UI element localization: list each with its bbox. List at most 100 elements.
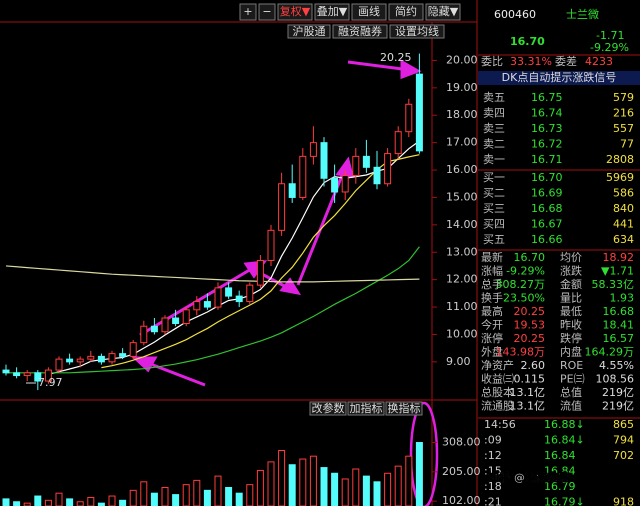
indicator-button[interactable] <box>309 401 347 416</box>
volume-bar <box>405 455 413 506</box>
indicator-label[interactable]: 换指标 <box>388 401 421 415</box>
stat-cell: 16.70 <box>514 251 546 264</box>
stat-cell: 219亿 <box>602 400 634 413</box>
book-volume: 77 <box>620 138 634 151</box>
indicator-button[interactable] <box>385 401 423 416</box>
volume-bar <box>309 455 317 506</box>
stat-cell: 换手 <box>481 291 503 305</box>
toolbar-label[interactable]: 叠加▼ <box>317 5 348 18</box>
high-label: 20.25 <box>380 51 412 64</box>
book-level: 卖五 <box>483 91 505 104</box>
sub-button-label[interactable]: 融资融券 <box>338 24 382 38</box>
y-tick-label: 10.00 <box>446 327 478 340</box>
candle-body <box>415 73 423 152</box>
volume-bar <box>246 484 254 506</box>
toolbar-button[interactable] <box>388 3 424 21</box>
stat-cell: 219亿 <box>602 386 634 399</box>
trade-volume: 865 <box>613 418 634 431</box>
sub-button[interactable] <box>389 24 445 39</box>
candle-body <box>76 358 84 363</box>
toolbar-button[interactable] <box>314 3 350 21</box>
stat-cell: 均价 <box>560 251 582 264</box>
volume-bar <box>76 501 84 506</box>
stat-cell: 涨幅 <box>481 265 503 278</box>
candle-body <box>161 317 169 333</box>
candle-body <box>2 369 10 374</box>
candle-body <box>108 353 116 363</box>
stat-cell: 内盘 <box>560 345 582 359</box>
stat-cell: 最新 <box>481 250 503 264</box>
stat-cell: 16.68 <box>603 305 635 318</box>
stat-cell: 4.55% <box>599 359 634 372</box>
stat-cell: PE㈢ <box>560 373 585 386</box>
toolbar-label[interactable]: 隐藏▼ <box>428 5 459 18</box>
book-price: 16.71 <box>531 153 563 166</box>
sub-button-label[interactable]: 沪股通 <box>293 24 326 38</box>
toolbar-button[interactable] <box>239 3 257 21</box>
volume-bar <box>384 472 392 506</box>
stat-cell: 总手 <box>481 277 503 291</box>
indicator-label[interactable]: 改参数 <box>312 401 345 415</box>
book-price: 16.72 <box>531 138 563 151</box>
toolbar-button[interactable] <box>258 3 276 21</box>
candle-body <box>129 342 137 357</box>
volume-bar <box>172 494 180 506</box>
trade-time: :15 <box>484 465 502 478</box>
toolbar-label[interactable]: 简约 <box>395 4 417 18</box>
book-level: 买四 <box>483 218 505 231</box>
volume-bar <box>225 486 233 506</box>
trade-volume: 794 <box>613 434 634 447</box>
volume-bar <box>235 492 243 506</box>
candle-body <box>13 372 21 377</box>
toolbar-label[interactable]: − <box>262 5 271 18</box>
ratio-cell: 33.31% <box>510 55 552 68</box>
y-tick-label: 15.00 <box>446 190 478 203</box>
indicator-label[interactable]: 加指标 <box>350 401 383 415</box>
volume-bar <box>150 492 158 506</box>
toolbar-label[interactable]: 画线 <box>358 4 380 18</box>
stat-cell: 量比 <box>560 292 582 305</box>
sub-button[interactable] <box>332 24 388 39</box>
watermark: 知乎 @笑傲交易 <box>487 470 569 484</box>
volume-bar <box>87 496 95 506</box>
volume-bar <box>352 468 360 506</box>
volume-bar <box>373 481 381 506</box>
indicator-button[interactable] <box>347 401 385 416</box>
toolbar-button[interactable] <box>425 3 461 21</box>
book-volume: 441 <box>613 218 634 231</box>
volume-bar <box>341 478 349 506</box>
toolbar-label[interactable]: + <box>243 5 252 18</box>
trade-price: 16.84↓ <box>544 434 585 447</box>
book-level: 卖四 <box>483 107 505 120</box>
stat-cell: 13.1亿 <box>510 400 546 413</box>
volume-bar <box>34 495 42 506</box>
book-price: 16.70 <box>531 171 563 184</box>
candle-body <box>267 229 275 261</box>
book-level: 买二 <box>483 187 505 200</box>
stat-cell: 金额 <box>560 277 582 291</box>
stat-cell: 流值 <box>560 399 582 413</box>
stat-cell: 总值 <box>560 385 582 399</box>
stat-cell: 143.98万 <box>496 346 546 359</box>
signal-bar[interactable] <box>478 71 640 85</box>
volume-bar <box>23 502 31 506</box>
signal[interactable]: DK点自动提示涨跌信号 <box>502 70 617 84</box>
y-tick-label: 11.00 <box>446 300 478 313</box>
stat-cell: 昨收 <box>560 318 582 332</box>
y-tick-label: 16.00 <box>446 163 478 176</box>
candle-body <box>320 142 328 179</box>
toolbar-button[interactable] <box>277 3 313 21</box>
stat-cell: 流通股 <box>481 399 514 413</box>
toolbar-button[interactable] <box>351 3 387 21</box>
ratio-cell: 委比 <box>481 55 503 68</box>
toolbar-label[interactable]: 复权▼ <box>280 4 311 18</box>
trade-time: :21 <box>484 496 502 506</box>
sub-button[interactable] <box>287 24 331 39</box>
y-tick-label: 19.00 <box>446 81 478 94</box>
sub-button-label[interactable]: 设置均线 <box>395 24 439 38</box>
stat-cell: 164.29万 <box>585 346 635 359</box>
book-volume: 586 <box>613 187 634 200</box>
volume-bar <box>256 469 264 506</box>
stat-cell: 58.33亿 <box>592 278 635 291</box>
trade-volume: 918 <box>613 496 634 506</box>
